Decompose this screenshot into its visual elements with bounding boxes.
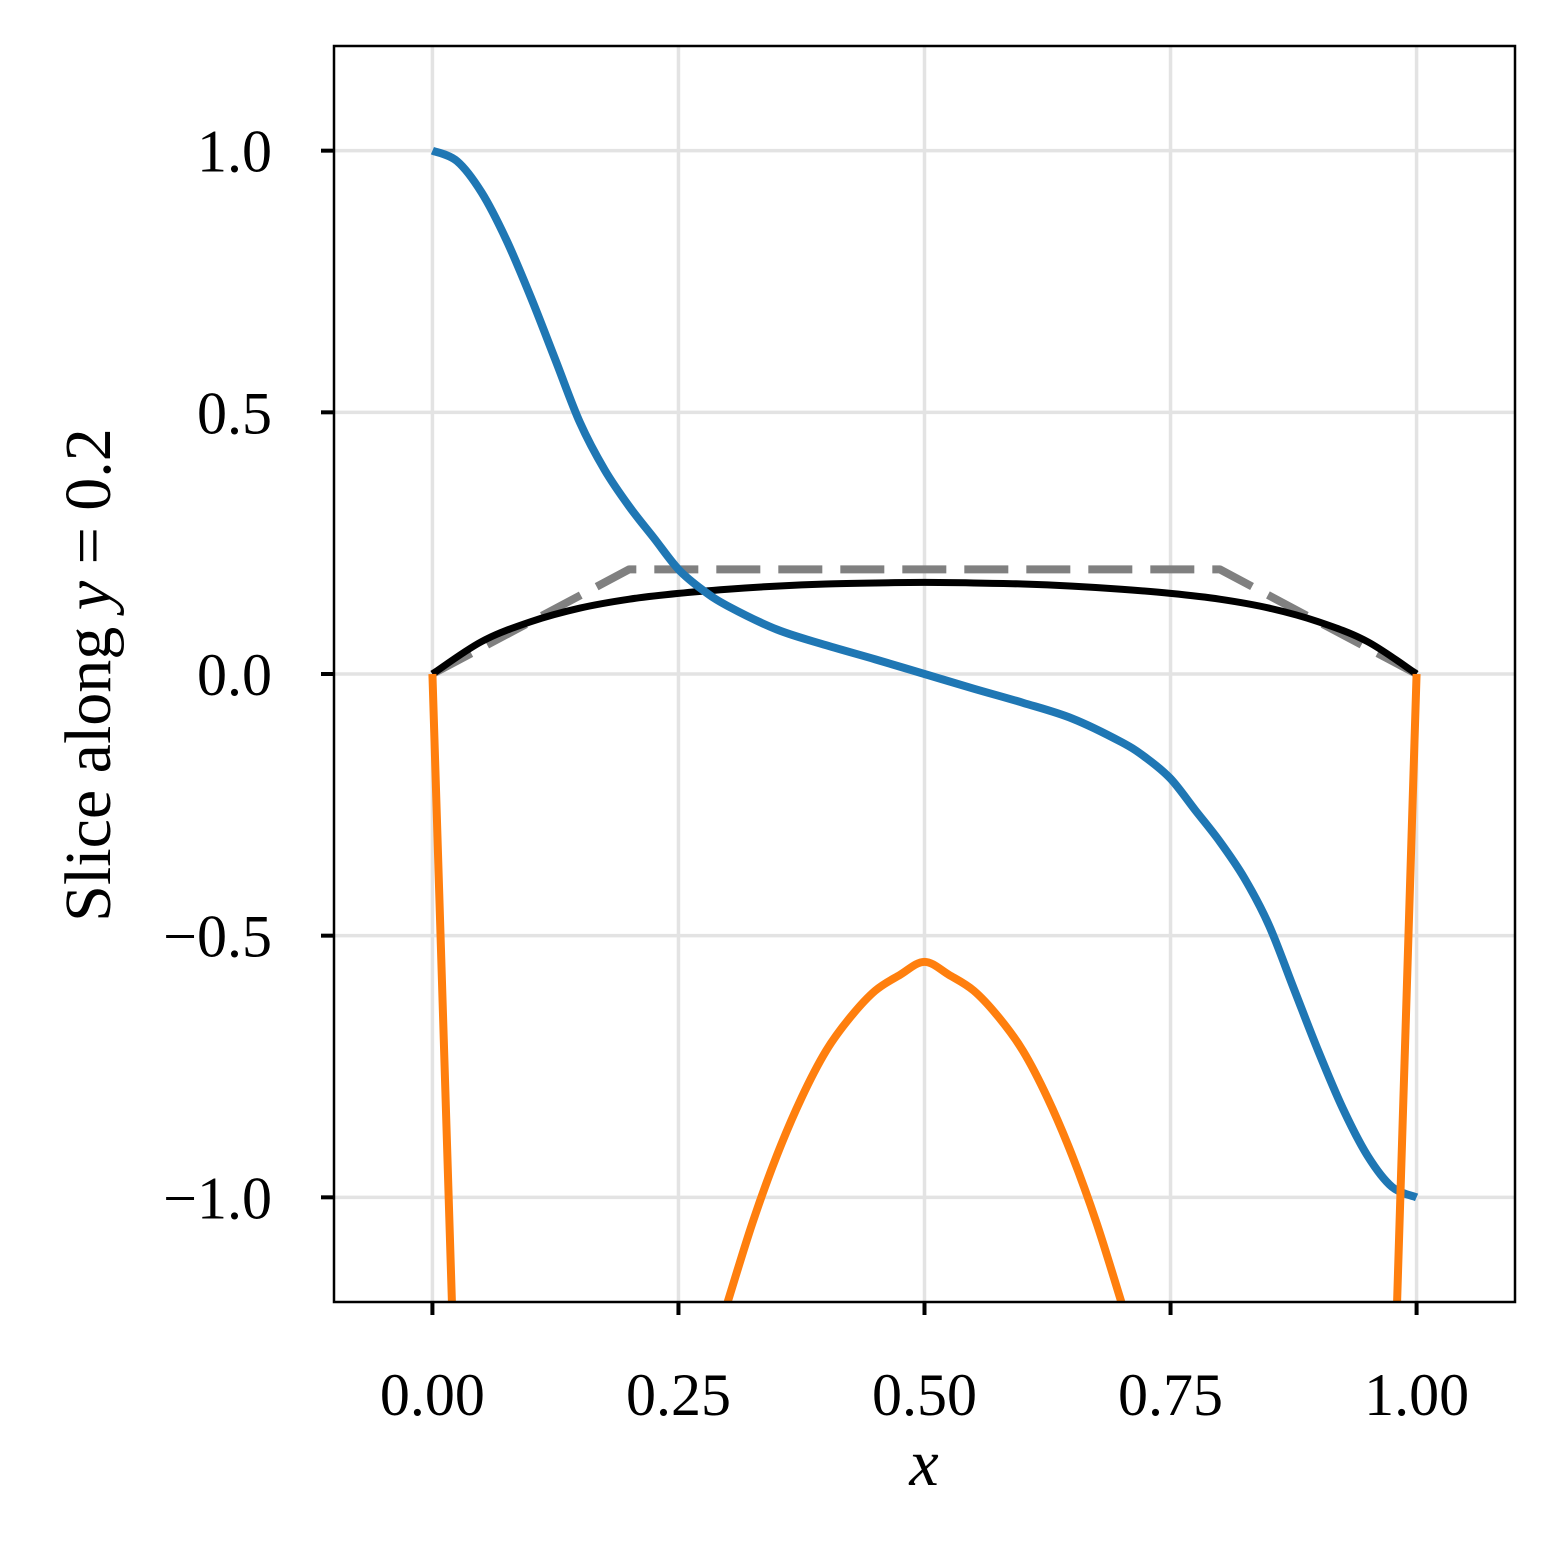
y-axis-label-prefix: Slice along	[52, 610, 125, 922]
y-tick-label: 0.5	[197, 380, 272, 446]
y-axis-label-suffix: = 0.2	[52, 428, 125, 581]
x-tick-label: 0.75	[1118, 1362, 1223, 1428]
series-line-1	[430, 565, 1419, 678]
series-line-3	[430, 146, 1419, 1202]
series-line-4	[428, 673, 1421, 1302]
ticks: 0.00 0.25 0.50 0.75 1.00 1.0 0.5 0.0 −0.5 −1.0	[163, 119, 1469, 1428]
x-tick-label: 0.50	[872, 1362, 977, 1428]
x-tick-label: 0.00	[380, 1362, 485, 1428]
y-tick-label: −1.0	[163, 1165, 272, 1231]
series-lines	[428, 146, 1421, 1302]
y-tick-label: −0.5	[163, 904, 272, 970]
y-tick-label: 0.0	[197, 642, 272, 708]
y-axis-label-var: y	[52, 580, 125, 616]
x-tick-label: 0.25	[626, 1362, 731, 1428]
y-axis-label: Slice along y = 0.2	[52, 428, 125, 922]
y-tick-label: 1.0	[197, 119, 272, 185]
plot-area	[428, 146, 1421, 1302]
x-tick-label: 1.00	[1364, 1362, 1469, 1428]
x-axis-label: x	[908, 1427, 938, 1500]
series-line-2	[430, 578, 1419, 677]
grid	[334, 46, 1515, 1302]
